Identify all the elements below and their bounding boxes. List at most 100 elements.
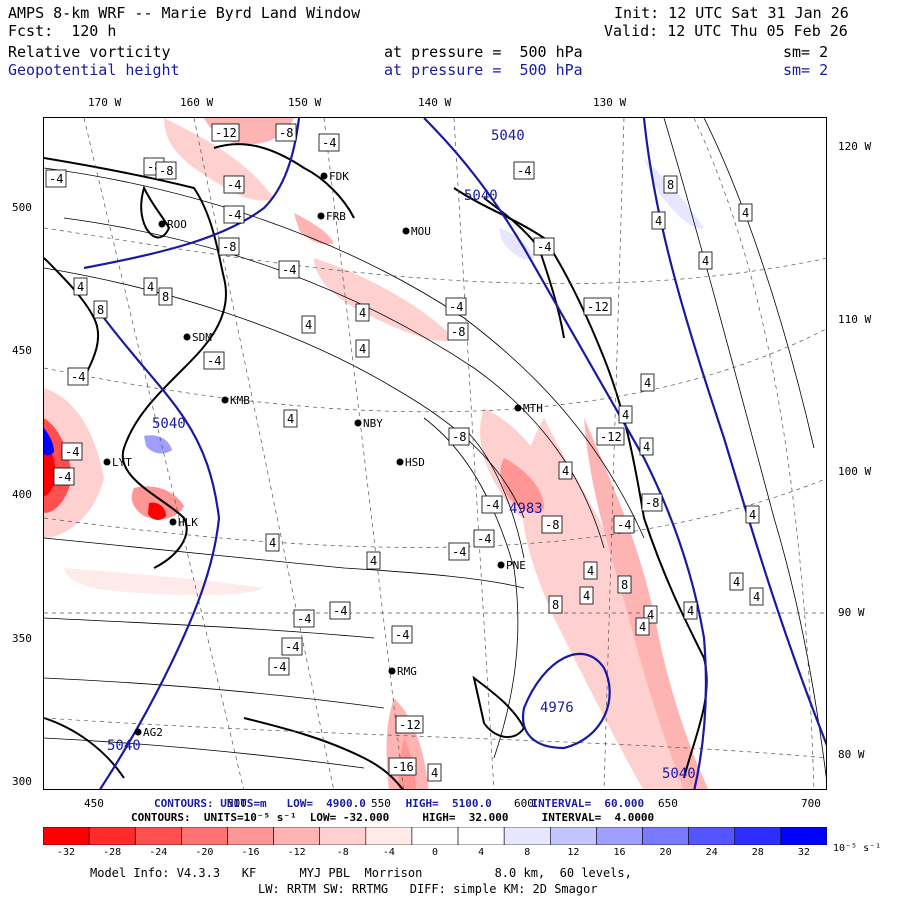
vorticity-contour-label: -8 xyxy=(279,126,293,140)
colorbar-tick-label: -16 xyxy=(241,847,260,858)
colorbar-tick-label: 28 xyxy=(751,847,764,858)
physics-info: LW: RRTM SW: RRTMG DIFF: simple KM: 2D S… xyxy=(258,882,598,896)
colorbar-tick-label: -12 xyxy=(287,847,306,858)
vorticity-label-box xyxy=(158,287,173,306)
vorticity-label-box xyxy=(548,595,563,614)
vorticity-contour-label: -12 xyxy=(215,126,237,140)
bottom-x-label: 550 xyxy=(371,797,391,810)
vorticity-contour-label: -4 xyxy=(395,628,409,642)
vorticity-contour-label: -4 xyxy=(65,445,79,459)
station-marker xyxy=(396,458,404,466)
colorbar-tick-label: -20 xyxy=(195,847,214,858)
bottom-x-label: 700 xyxy=(801,797,821,810)
vorticity-contour-label: 4 xyxy=(639,620,646,634)
vorticity-contour-label: 4 xyxy=(687,604,694,618)
vorticity-label-box xyxy=(67,367,89,386)
vorticity-contour-label: -4 xyxy=(322,136,336,150)
station-marker xyxy=(317,212,325,220)
vorticity-contour-label: 4 xyxy=(305,318,312,332)
vorticity-contour-label: 4 xyxy=(359,342,366,356)
field1-smoothing: sm= 2 xyxy=(783,43,829,61)
vorticity-contour-label: -4 xyxy=(207,354,221,368)
station-label: RMG xyxy=(397,665,417,678)
station-label: PNE xyxy=(506,559,526,572)
vorticity-contour-label: 4 xyxy=(702,254,709,268)
bottom-x-label: 600 xyxy=(514,797,534,810)
vorticity-label-box xyxy=(211,123,240,142)
vorticity-label-box xyxy=(143,277,158,296)
vorticity-label-box xyxy=(639,437,654,456)
vorticity-label-box xyxy=(541,515,563,534)
station-marker xyxy=(514,404,522,412)
colorbar-tick-label: 4 xyxy=(478,847,485,858)
vorticity-label-box xyxy=(275,123,297,142)
vorticity-label-box xyxy=(617,575,632,594)
vorticity-contour-label: -12 xyxy=(399,718,421,732)
bottom-x-label: 450 xyxy=(84,797,104,810)
vorticity-label-box xyxy=(613,515,635,534)
vorticity-label-box xyxy=(738,203,753,222)
init-time: Init: 12 UTC Sat 31 Jan 26 xyxy=(614,4,849,22)
vorticity-label-box xyxy=(481,495,503,514)
colorbar-swatch xyxy=(457,827,505,845)
vorticity-label-box xyxy=(301,315,316,334)
vorticity-contour-label: 4 xyxy=(643,440,650,454)
field2-name: Geopotential height xyxy=(8,61,180,79)
vorticity-contour-label: 4 xyxy=(587,564,594,578)
vorticity-label-box xyxy=(473,529,495,548)
colorbar-tick-label: -32 xyxy=(57,847,76,858)
vorticity-label-box xyxy=(155,161,177,180)
vorticity-contour-label: -4 xyxy=(71,370,85,384)
colorbar-swatch xyxy=(688,827,736,845)
vorticity-label-box xyxy=(729,572,744,591)
vorticity-label-box xyxy=(683,601,698,620)
vorticity-contour-label: 4 xyxy=(359,306,366,320)
station-marker xyxy=(388,667,396,675)
vorticity-contours xyxy=(44,118,826,779)
vorticity-label-box xyxy=(579,586,594,605)
vorticity-label-box xyxy=(427,763,442,782)
height-contour-label: 4983 xyxy=(509,501,543,517)
forecast-hour: Fcst: 120 h xyxy=(8,22,117,40)
vorticity-label-box xyxy=(93,300,108,319)
vorticity-label-box xyxy=(513,161,535,180)
vorticity-contour-label: -12 xyxy=(587,300,609,314)
vorticity-contour-label: -4 xyxy=(297,612,311,626)
colorbar-swatch xyxy=(365,827,413,845)
station-marker xyxy=(354,419,362,427)
station-marker xyxy=(134,728,142,736)
vorticity-contour-label: -4 xyxy=(49,172,63,186)
station-label: FDK xyxy=(329,170,349,183)
colorbar-unit: 10⁻⁵ s⁻¹ xyxy=(833,843,882,854)
map-canvas: ROO FDK MOU SDM KMB NBY HSD MTH LYT HLK PNE RMG AG2 F… xyxy=(44,118,826,789)
colorbar-swatch xyxy=(549,827,597,845)
colorbar-swatch xyxy=(181,827,228,845)
colorbar-swatch xyxy=(88,827,136,845)
colorbar-swatch xyxy=(503,827,551,845)
colorbar-swatch xyxy=(273,827,321,845)
station-label: HSD xyxy=(405,456,425,469)
vorticity-label-box xyxy=(366,551,381,570)
colorbar-tick-label: 32 xyxy=(797,847,810,858)
vorticity-label-box xyxy=(583,297,612,316)
vorticity-label-box xyxy=(448,427,470,446)
left-y-label: 350 xyxy=(12,632,32,645)
height-contour-label: 5040 xyxy=(464,188,498,204)
vorticity-contour-label: 4 xyxy=(431,766,438,780)
colorbar-tick-label: 0 xyxy=(431,847,439,858)
vorticity-label-box xyxy=(223,175,245,194)
field1-level: at pressure = 500 hPa xyxy=(384,43,583,61)
left-y-label: 400 xyxy=(12,488,32,501)
station-marker xyxy=(497,561,505,569)
vorticity-label-box xyxy=(558,461,573,480)
vorticity-contour-label: 4 xyxy=(77,280,84,294)
vorticity-contour-label: 8 xyxy=(621,578,628,592)
right-lon-label: 100 W xyxy=(838,465,872,478)
top-lon-label: 130 W xyxy=(593,96,627,109)
station-marker xyxy=(402,227,410,235)
station-label: FRB xyxy=(326,210,346,223)
vorticity-label-box xyxy=(218,237,240,256)
colorbar-swatch xyxy=(134,827,182,845)
vorticity-label-box xyxy=(281,637,303,656)
